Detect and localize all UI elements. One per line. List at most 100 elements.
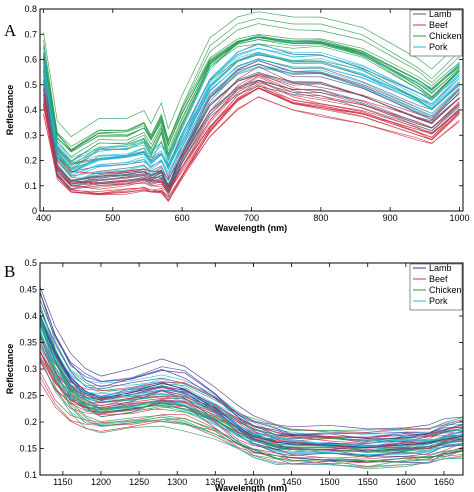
spectrum-line-beef <box>43 75 460 193</box>
panel-b-letter: B <box>4 262 15 281</box>
x-tick-label: 1550 <box>358 477 378 487</box>
spectrum-line-pork <box>43 64 460 176</box>
x-tick-label: 400 <box>36 213 51 223</box>
x-tick-label: 700 <box>244 213 259 223</box>
y-tick-label: 0.4 <box>24 105 37 115</box>
spectrum-line-chicken <box>40 292 463 431</box>
x-tick-label: 1300 <box>167 477 187 487</box>
x-tick-label: 1600 <box>396 477 416 487</box>
x-tick-label: 500 <box>105 213 120 223</box>
spectrum-line-lamb <box>40 291 463 438</box>
spectrum-line-pork <box>43 52 460 176</box>
y-tick-label: 0.2 <box>24 156 37 166</box>
panel-b-legend-box <box>409 263 463 311</box>
panel-b-y-axis-label: Reflectance <box>5 344 15 395</box>
legend-label-lamb: Lamb <box>429 263 452 273</box>
legend-label-beef: Beef <box>429 274 448 284</box>
spectrum-line-pork <box>40 308 463 438</box>
panel-b-spectra <box>40 286 463 470</box>
spectrum-line-beef <box>40 343 463 438</box>
x-tick-label: 800 <box>313 213 328 223</box>
spectrum-line-pork <box>40 357 463 469</box>
spectrum-line-lamb <box>43 80 460 194</box>
spectrum-line-beef <box>43 66 460 180</box>
spectrum-line-beef <box>40 334 463 433</box>
spectrum-line-lamb <box>43 43 460 170</box>
panel-a-legend-box <box>409 9 463 57</box>
x-tick-label: 1450 <box>281 477 301 487</box>
spectrum-line-beef <box>43 87 460 201</box>
panel-a-y-axis-label: Reflectance <box>5 85 15 136</box>
spectrum-line-pork <box>40 334 463 455</box>
spectrum-line-pork <box>40 331 463 446</box>
x-tick-label: 900 <box>383 213 398 223</box>
chart-panel-a: A 400 500 600 700 800 900 1000 0 0.1 0.2 0.3 0.4 0.5… <box>4 4 470 233</box>
y-tick-label: 0.2 <box>24 417 37 427</box>
y-tick-label: 0.3 <box>24 364 37 374</box>
y-tick-label: 0 <box>32 206 37 216</box>
spectrum-line-beef <box>43 84 460 198</box>
legend-label-chicken: Chicken <box>429 285 462 295</box>
x-tick-label: 1400 <box>243 477 263 487</box>
panel-a-letter: A <box>4 21 17 40</box>
spectrum-line-lamb <box>43 82 460 194</box>
spectrum-line-chicken <box>40 335 463 462</box>
y-tick-label: 0.1 <box>24 470 37 480</box>
spectrum-line-chicken <box>43 23 460 152</box>
panel-a-ticks: 400 500 600 700 800 900 1000 0 0.1 0.2 0.3 0.4 0.5 0.… <box>24 4 469 223</box>
spectrum-line-pork <box>43 44 460 171</box>
spectrum-line-pork <box>40 319 463 437</box>
spectrum-line-chicken <box>43 36 460 153</box>
spectrum-line-beef <box>40 357 463 459</box>
spectrum-line-beef <box>43 87 460 193</box>
y-tick-label: 0.1 <box>24 181 37 191</box>
spectrum-line-beef <box>43 83 460 198</box>
panel-a-x-axis-label: Wavelength (nm) <box>215 223 287 233</box>
spectrum-line-chicken <box>43 39 460 171</box>
x-tick-label: 1650 <box>434 477 454 487</box>
spectrum-line-pork <box>40 346 463 456</box>
spectrum-line-pork <box>43 47 460 174</box>
legend-label-pork: Pork <box>429 42 448 52</box>
spectrum-line-chicken <box>43 39 460 158</box>
spectrum-line-beef <box>40 351 463 443</box>
spectrum-line-chicken <box>43 43 460 163</box>
spectrum-line-chicken <box>43 34 460 147</box>
spectrum-line-beef <box>43 80 460 194</box>
spectrum-line-lamb <box>43 63 460 189</box>
spectrum-line-pork <box>40 337 463 456</box>
spectrum-line-lamb <box>40 299 463 440</box>
x-tick-label: 600 <box>175 213 190 223</box>
spectrum-line-lamb <box>43 79 460 191</box>
x-tick-label: 1500 <box>320 477 340 487</box>
y-tick-label: 0.5 <box>24 258 37 268</box>
panel-a-legend: Lamb Beef Chicken Pork <box>409 9 463 57</box>
legend-label-chicken: Chicken <box>429 31 462 41</box>
x-tick-label: 1200 <box>91 477 111 487</box>
legend-label-pork: Pork <box>429 296 448 306</box>
chart-panel-b: B 1150 1200 1250 1300 1350 1400 1450 1500 1550 16… <box>4 258 464 492</box>
spectrum-line-lamb <box>43 85 460 197</box>
spectrum-line-pork <box>43 47 460 164</box>
panel-b-ticks: 1150 1200 1250 1300 1350 1400 1450 1500 1550 1600… <box>19 258 463 487</box>
spectrum-line-pork <box>40 317 463 445</box>
x-tick-label: 1000 <box>450 213 470 223</box>
spectrum-line-chicken <box>40 329 463 462</box>
y-tick-label: 0.35 <box>19 338 37 348</box>
y-tick-label: 0.25 <box>19 391 37 401</box>
spectrum-line-pork <box>43 34 460 162</box>
x-tick-label: 1150 <box>53 477 72 487</box>
legend-label-beef: Beef <box>429 20 448 30</box>
y-tick-label: 0.8 <box>24 4 37 14</box>
spectrum-line-chicken <box>43 11 460 138</box>
x-tick-label: 1250 <box>129 477 149 487</box>
spectrum-line-chicken <box>43 18 460 151</box>
x-tick-label: 1350 <box>205 477 225 487</box>
panel-b-legend: Lamb Beef Chicken Pork <box>409 263 463 311</box>
y-tick-label: 0.6 <box>24 55 37 65</box>
legend-label-lamb: Lamb <box>429 9 452 19</box>
y-tick-label: 0.15 <box>19 444 37 454</box>
spectrum-line-pork <box>43 54 460 179</box>
spectrum-line-beef <box>43 96 460 203</box>
